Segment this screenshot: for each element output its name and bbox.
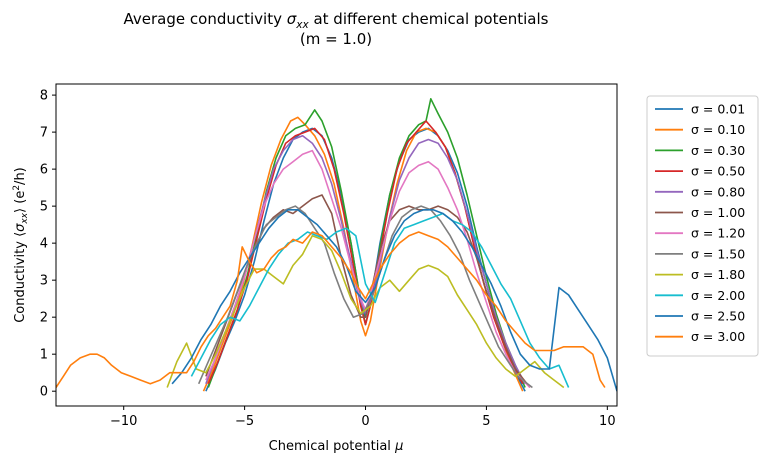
series-line-9: [190, 212, 570, 388]
y-tick-label: 8: [40, 89, 48, 104]
y-tick-label: 6: [40, 163, 48, 178]
legend-label: σ = 2.00: [691, 288, 745, 303]
y-tick-label: 4: [40, 237, 48, 252]
legend-label: σ = 1.20: [691, 226, 745, 241]
chart-title: Average conductivity σxx at different ch…: [124, 10, 549, 31]
x-tick-label: −5: [235, 414, 254, 429]
series-line-11: [56, 231, 606, 388]
x-tick-label: −10: [110, 414, 137, 429]
legend-label: σ = 0.50: [691, 164, 745, 179]
y-tick-label: 0: [40, 385, 48, 400]
plot-frame: [55, 83, 618, 407]
legend-box: [646, 95, 759, 357]
y-tick-label: 7: [40, 126, 48, 141]
legend: σ = 0.01 σ = 0.10 σ = 0.30 σ = 0.50 σ = 0.80…: [646, 95, 759, 357]
y-tick-label: 5: [40, 200, 48, 215]
legend-label: σ = 0.01: [691, 102, 745, 117]
y-axis-label: Conductivity ⟨σxx⟩ (e2/h): [12, 167, 30, 323]
legend-label: σ = 1.80: [691, 267, 745, 282]
series-line-8: [166, 234, 565, 389]
x-tick-label: 0: [361, 414, 369, 429]
x-axis-label: Chemical potential μ: [269, 439, 404, 454]
legend-label: σ = 0.30: [691, 143, 745, 158]
legend-label: σ = 1.50: [691, 246, 745, 261]
x-tick-label: 10: [599, 414, 616, 429]
legend-label: σ = 2.50: [691, 309, 745, 324]
chart-subtitle: (m = 1.0): [300, 30, 372, 48]
y-tick-label: 2: [40, 311, 48, 326]
legend-label: σ = 1.00: [691, 205, 745, 220]
x-axis: −10 −5 0 5 10: [110, 406, 616, 429]
legend-label: σ = 3.00: [691, 329, 745, 344]
x-tick-label: 5: [482, 414, 490, 429]
plot-lines: [56, 98, 617, 392]
y-tick-label: 3: [40, 274, 48, 289]
y-axis: 0 1 2 3 4 5 6 7 8: [40, 89, 56, 400]
legend-label: σ = 0.10: [691, 122, 745, 137]
series-line-5: [205, 194, 531, 388]
legend-label: σ = 0.80: [691, 184, 745, 199]
y-tick-label: 1: [40, 348, 48, 363]
series-line-10: [171, 209, 617, 392]
